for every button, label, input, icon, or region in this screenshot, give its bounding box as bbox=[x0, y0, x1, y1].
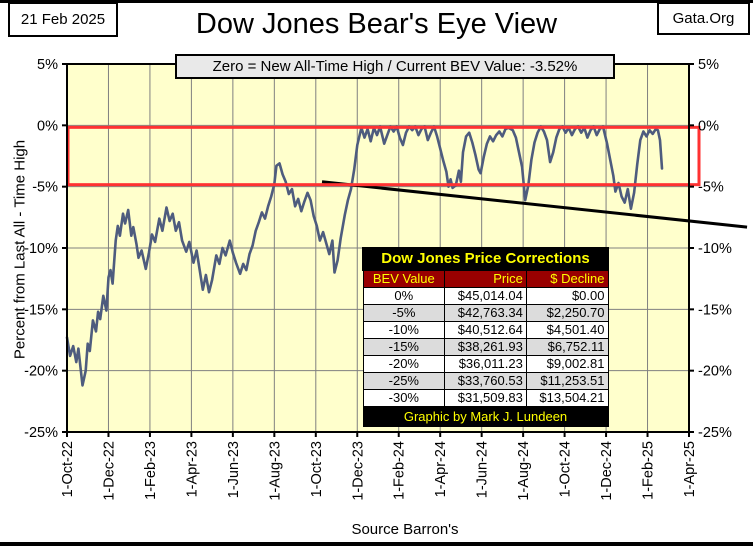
bottom-border-bar bbox=[0, 542, 753, 546]
chart-subtitle: Zero = New All-Time High / Current BEV V… bbox=[212, 58, 578, 75]
table-cell: $33,760.53 bbox=[444, 372, 527, 390]
table-cell: $36,011.23 bbox=[444, 355, 527, 373]
y-tick-label-left: -15% bbox=[24, 302, 58, 318]
bev-data-line bbox=[65, 125, 664, 387]
table-row: -10% $40,512.64 $4,501.40 bbox=[362, 321, 609, 339]
table-row: 0% $45,014.04 $0.00 bbox=[362, 287, 609, 305]
page-title: Dow Jones Bear's Eye View bbox=[195, 8, 558, 40]
table-cell: $2,250.70 bbox=[525, 304, 609, 322]
x-tick-label: 1-Feb-23 bbox=[143, 441, 159, 500]
table-cell: -20% bbox=[362, 355, 446, 373]
table-cell: $11,253.51 bbox=[525, 372, 609, 390]
y-tick-label-right: -5% bbox=[698, 180, 724, 196]
table-cell: -5% bbox=[362, 304, 446, 322]
table-row: -25% $33,760.53 $11,253.51 bbox=[362, 372, 609, 390]
table-credit: Graphic by Mark J. Lundeen bbox=[362, 406, 609, 427]
y-tick-label-right: -10% bbox=[698, 241, 732, 257]
trend-line bbox=[321, 180, 748, 229]
table-column-header: Price bbox=[444, 269, 527, 288]
chart-subtitle-box: Zero = New All-Time High / Current BEV V… bbox=[175, 54, 615, 79]
table-row: -20% $36,011.23 $9,002.81 bbox=[362, 355, 609, 373]
table-row: -30% $31,509.83 $13,504.21 bbox=[362, 389, 609, 407]
x-tick-label: 1-Feb-25 bbox=[641, 441, 657, 500]
y-tick-label-left: -20% bbox=[24, 364, 58, 380]
table-cell: -30% bbox=[362, 389, 446, 407]
table-cell: -25% bbox=[362, 372, 446, 390]
x-tick-label: 1-Aug-24 bbox=[516, 441, 532, 501]
site-box: Gata.Org bbox=[657, 2, 750, 35]
table-cell: $38,261.93 bbox=[444, 338, 527, 356]
y-tick-label-left: 5% bbox=[37, 57, 58, 73]
table-column-header: BEV Value bbox=[362, 269, 446, 288]
y-tick-label-right: 5% bbox=[698, 57, 719, 73]
x-tick-label: 1-Oct-22 bbox=[60, 441, 76, 497]
x-tick-label: 1-Dec-23 bbox=[350, 441, 366, 501]
x-tick-label: 1-Apr-25 bbox=[682, 441, 698, 497]
y-tick-label-right: -20% bbox=[698, 364, 732, 380]
x-tick-label: 1-Aug-23 bbox=[267, 441, 283, 501]
table-cell: $31,509.83 bbox=[444, 389, 527, 407]
y-tick-label-right: -15% bbox=[698, 302, 732, 318]
y-tick-label-left: -5% bbox=[32, 180, 58, 196]
site-label: Gata.Org bbox=[672, 10, 735, 27]
date-box: 21 Feb 2025 bbox=[8, 2, 118, 37]
table-cell: $4,501.40 bbox=[525, 321, 609, 339]
y-tick-label-left: 0% bbox=[37, 118, 58, 134]
table-cell: $6,752.11 bbox=[525, 338, 609, 356]
table-cell: -10% bbox=[362, 321, 446, 339]
table-cell: $9,002.81 bbox=[525, 355, 609, 373]
y-tick-label-right: 0% bbox=[698, 118, 719, 134]
table-title: Dow Jones Price Corrections bbox=[362, 247, 609, 271]
corrections-table-body: Dow Jones Price Corrections BEV Value Pri… bbox=[362, 247, 609, 407]
table-cell: $45,014.04 bbox=[444, 287, 527, 305]
x-tick-label: 1-Feb-24 bbox=[392, 441, 408, 500]
x-tick-label: 1-Oct-24 bbox=[558, 441, 574, 497]
date-label: 21 Feb 2025 bbox=[20, 11, 106, 28]
table-header-row: BEV Value Price $ Decline bbox=[362, 269, 609, 288]
table-cell: 0% bbox=[362, 287, 446, 305]
y-tick-label-left: -10% bbox=[24, 241, 58, 257]
x-tick-label: 1-Dec-24 bbox=[599, 441, 615, 501]
table-cell: -15% bbox=[362, 338, 446, 356]
table-cell: $0.00 bbox=[525, 287, 609, 305]
x-tick-label: 1-Apr-23 bbox=[184, 441, 200, 497]
table-column-header: $ Decline bbox=[525, 269, 609, 288]
y-tick-label-left: -25% bbox=[24, 425, 58, 441]
table-cell: $42,763.34 bbox=[444, 304, 527, 322]
y-tick-label-right: -25% bbox=[698, 425, 732, 441]
source-caption: Source Barron's bbox=[351, 521, 459, 538]
x-tick-label: 1-Oct-23 bbox=[309, 441, 325, 497]
x-tick-label: 1-Dec-22 bbox=[101, 441, 117, 501]
x-tick-label: 1-Jun-24 bbox=[475, 441, 491, 498]
table-footer-row: Graphic by Mark J. Lundeen bbox=[362, 406, 609, 427]
table-cell: $40,512.64 bbox=[444, 321, 527, 339]
top-border-bar bbox=[0, 0, 753, 3]
price-corrections-table: Dow Jones Price Corrections BEV Value Pri… bbox=[362, 247, 609, 427]
x-tick-label: 1-Apr-24 bbox=[433, 441, 449, 497]
table-row: -5% $42,763.34 $2,250.70 bbox=[362, 304, 609, 322]
x-tick-label: 1-Jun-23 bbox=[226, 441, 242, 498]
table-title-row: Dow Jones Price Corrections bbox=[362, 247, 609, 271]
table-row: -15% $38,261.93 $6,752.11 bbox=[362, 338, 609, 356]
table-cell: $13,504.21 bbox=[525, 389, 609, 407]
